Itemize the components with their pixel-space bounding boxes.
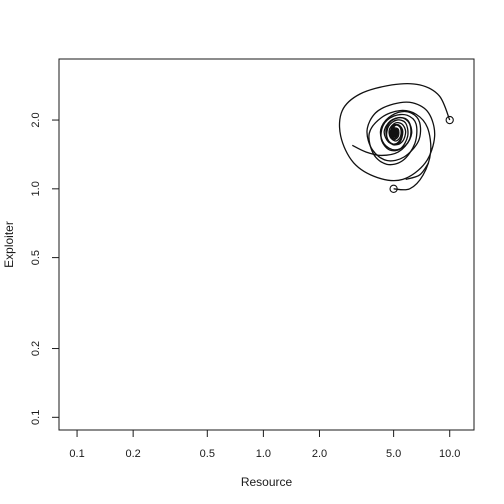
x-tick-label: 1.0 [256,448,271,460]
trajectory-4 [405,162,430,180]
y-tick-label: 0.5 [30,250,42,265]
y-tick-label: 0.2 [30,341,42,356]
start-point-marker [389,184,398,193]
y-axis-label: Exploiter [2,221,16,268]
trajectory-1 [338,82,451,182]
start-point-marker [445,115,454,125]
y-tick-label: 2.0 [30,112,42,127]
trajectory-2 [368,109,432,191]
x-tick-label: 0.5 [200,448,215,460]
y-tick-label: 0.1 [30,410,42,425]
x-tick-label: 0.2 [125,448,140,460]
x-tick-label: 5.0 [386,448,401,460]
y-tick-label: 1.0 [30,181,42,196]
x-axis-label: Resource [241,475,293,489]
x-tick-label: 10.0 [439,448,460,460]
plot-frame [58,58,475,431]
x-tick-label: 2.0 [312,448,327,460]
equilibrium-point [388,128,399,138]
x-tick-label: 0.1 [69,448,84,460]
trajectory-layer [338,82,454,193]
